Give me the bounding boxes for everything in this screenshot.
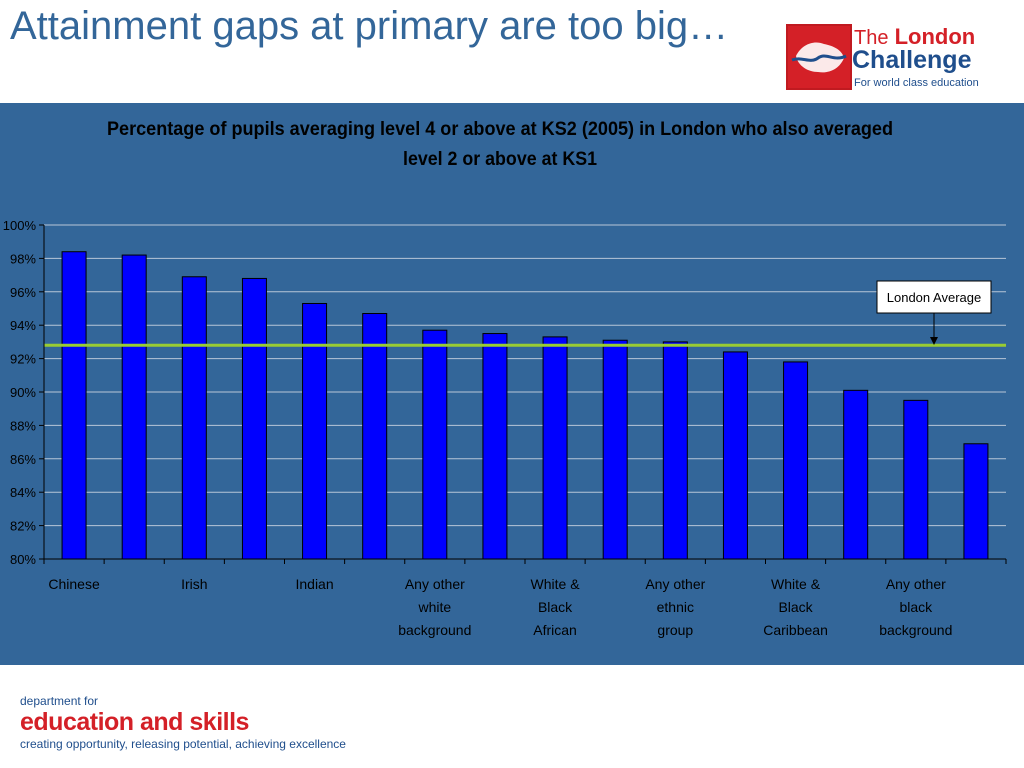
chart: Percentage of pupils averaging level 4 o… [3,119,1007,638]
logo-tagline: For world class education [854,77,979,89]
callout-arrow-head [930,337,938,345]
logo-title-line1: The London [854,24,975,50]
dfes-line2: education and skills [20,708,249,736]
dfes-line3: creating opportunity, releasing potentia… [20,737,346,751]
bar [241,277,267,560]
x-tick-label: Chinese [48,576,100,592]
bar [843,389,869,560]
y-tick-label: 82% [10,519,36,534]
y-tick-label: 84% [10,485,36,500]
x-tick-label: background [398,622,471,638]
bar [963,443,989,560]
x-tick-label: Any other [886,576,946,592]
bar [602,339,628,560]
bar [482,333,508,560]
logo-london: London [894,24,976,49]
london-average-callout: London Average [876,280,992,345]
y-tick-label: 90% [10,385,36,400]
y-tick-label: 80% [10,552,36,567]
bar [542,336,568,560]
bar [362,313,388,560]
dfes-line1: department for [20,694,99,708]
bar [422,329,448,560]
bar [181,276,207,560]
chart-title-line: level 2 or above at KS1 [403,149,597,170]
logo-title-line2: Challenge [852,46,972,74]
callout-box [876,280,992,314]
x-tick-label: ethnic [657,599,694,615]
bar [722,351,748,560]
y-tick-label: 98% [10,251,36,266]
y-tick-label: 96% [10,285,36,300]
axes [43,225,1007,564]
y-tick-label: 100% [3,218,37,233]
x-tick-label: Black [778,599,813,615]
chart-title-line: Percentage of pupils averaging level 4 o… [107,119,893,140]
slide-title: Attainment gaps at primary are too big… [10,4,729,48]
y-tick-label: 94% [10,318,36,333]
callout-label: London Average [887,290,981,305]
x-tick-label: black [899,599,933,615]
bar [783,361,809,560]
x-tick-label: background [879,622,952,638]
y-tick-label: 88% [10,418,36,433]
bar [121,254,147,560]
x-tick-label: Any other [645,576,705,592]
chart-title: Percentage of pupils averaging level 4 o… [107,119,893,170]
bars [61,251,989,560]
y-tick-label: 86% [10,452,36,467]
x-tick-label: African [533,622,577,638]
chart-panel: Percentage of pupils averaging level 4 o… [0,103,1024,665]
dfes-logo: department for education and skills crea… [20,694,440,754]
x-tick-label: white [417,599,451,615]
x-tick-label: Black [538,599,573,615]
y-tick-label: 92% [10,352,36,367]
x-axis-labels: Chinese Irish Indian Any other white backgrou… [48,576,952,638]
london-map-icon [786,24,852,90]
bar [61,251,87,560]
bar [903,399,929,560]
logo-the: The [854,27,889,49]
x-tick-label: Indian [295,576,333,592]
bar [302,302,328,560]
y-axis-ticks: 80% 82% 84% 86% 88% 90% 92% 94% 96% 98% 100% [3,218,44,567]
x-tick-label: White & [531,576,581,592]
london-challenge-logo: The London Challenge For world class edu… [786,24,998,92]
x-tick-label: Any other [405,576,465,592]
bar [662,341,688,560]
x-tick-label: group [657,622,693,638]
x-tick-label: Caribbean [763,622,828,638]
x-tick-label: White & [771,576,821,592]
x-tick-label: Irish [181,576,207,592]
